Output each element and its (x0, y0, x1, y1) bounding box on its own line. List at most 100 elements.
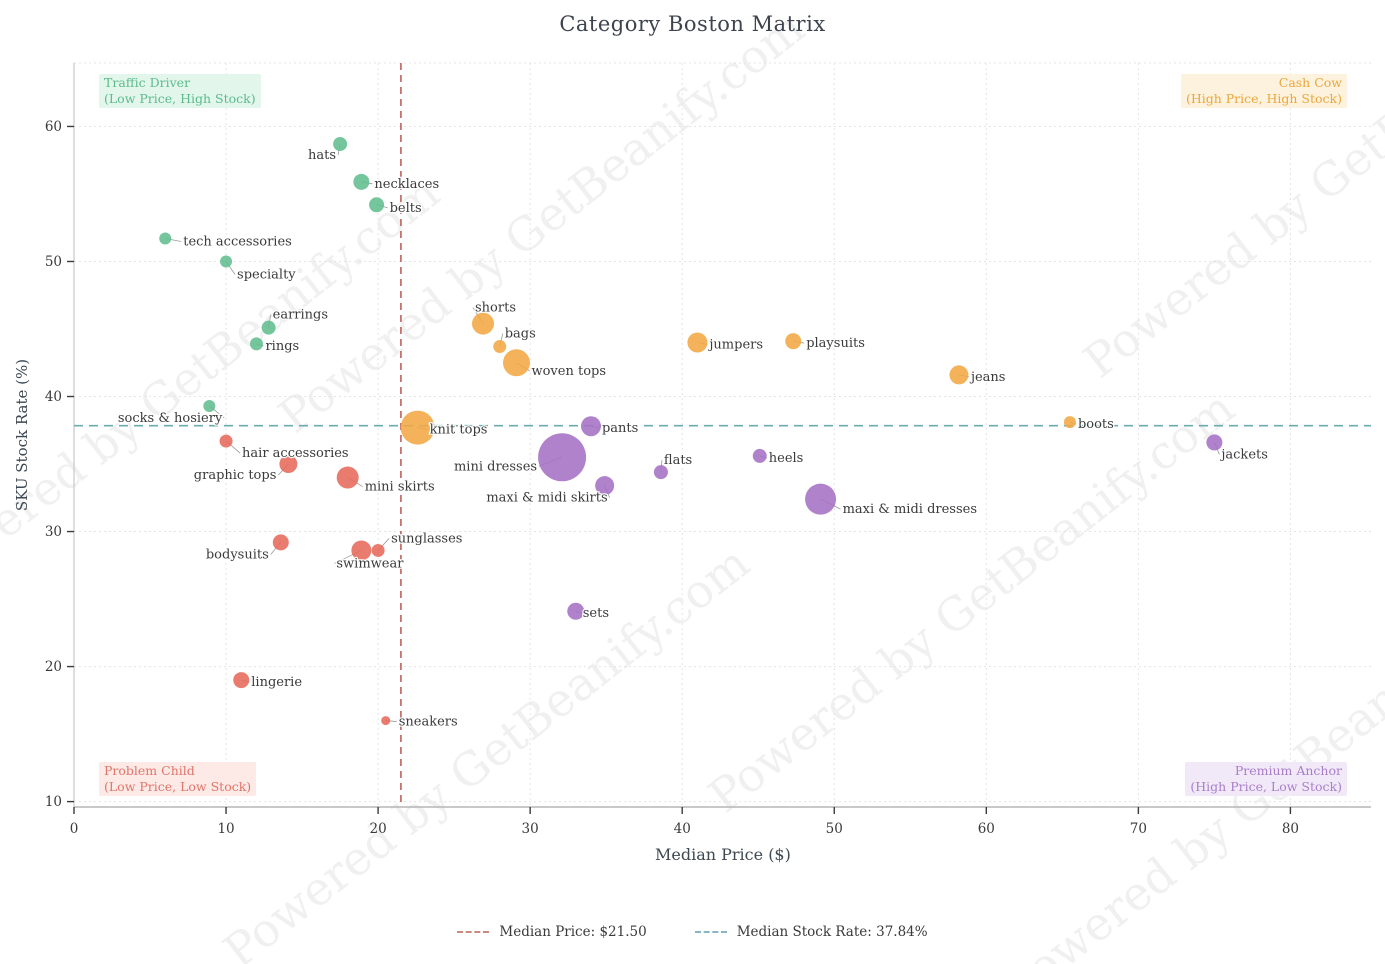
bubble-tech-accessories (159, 232, 172, 245)
bubble-label-necklaces: necklaces (374, 177, 439, 192)
quadrant-label-premium-anchor: Premium Anchor (High Price, Low Stock) (1185, 762, 1347, 796)
bubble-label-socks-and-hosiery: socks & hosiery (118, 411, 223, 426)
y-tick-label: 30 (45, 524, 62, 540)
bubble-label-boots: boots (1078, 417, 1114, 432)
bubble-rings (249, 337, 263, 351)
y-tick-label: 60 (45, 119, 62, 135)
bubble-label-jackets: jackets (1219, 447, 1268, 462)
bubble-socks-and-hosiery (203, 399, 216, 412)
legend-label-median-price: Median Price: $21.50 (499, 924, 647, 940)
bubble-label-specialty: specialty (237, 267, 296, 282)
legend-item-median-price: Median Price: $21.50 (457, 924, 647, 940)
bubble-hats (333, 137, 348, 152)
bubble-belts (369, 197, 385, 213)
bubble-label-lingerie: lingerie (251, 675, 302, 690)
bubble-label-sneakers: sneakers (399, 715, 458, 730)
bubble-shorts (472, 312, 495, 335)
quadrant-label-traffic-driver: Traffic Driver (Low Price, High Stock) (99, 74, 261, 108)
bubble-boots (1063, 416, 1076, 429)
bubble-label-maxi-and-midi-dresses: maxi & midi dresses (843, 502, 977, 517)
x-tick-label: 20 (370, 821, 387, 837)
bubble-jackets (1206, 434, 1223, 451)
bubble-label-hats: hats (308, 148, 336, 163)
y-tick-label: 20 (45, 659, 62, 675)
bubble-earrings (261, 320, 276, 335)
quadrant-title: Traffic Driver (104, 75, 191, 90)
bubble-label-hair-accessories: hair accessories (242, 446, 349, 461)
quadrant-subtitle: (Low Price, High Stock) (104, 91, 256, 106)
x-tick-label: 80 (1282, 821, 1299, 837)
bubble-playsuits (785, 333, 802, 350)
y-tick-label: 50 (45, 254, 62, 270)
bubble-label-sets: sets (583, 606, 609, 621)
bubble-label-heels: heels (769, 451, 804, 466)
quadrant-title: Cash Cow (1278, 75, 1342, 90)
bubble-maxi-and-midi-skirts (595, 476, 615, 496)
y-tick-label: 40 (45, 389, 62, 405)
quadrant-subtitle: (High Price, Low Stock) (1190, 779, 1342, 794)
bubble-label-mini-skirts: mini skirts (365, 480, 435, 495)
bubble-label-jeans: jeans (969, 370, 1006, 385)
bubble-label-jumpers: jumpers (707, 338, 763, 353)
x-tick-label: 30 (522, 821, 539, 837)
bubble-label-graphic-tops: graphic tops (194, 468, 277, 483)
y-tick-label: 10 (45, 794, 62, 810)
bubble-pants (580, 416, 601, 437)
bubble-label-bags: bags (505, 327, 536, 342)
bubble-label-flats: flats (664, 453, 692, 468)
bubble-label-belts: belts (390, 201, 422, 216)
quadrant-subtitle: (Low Price, Low Stock) (104, 779, 252, 794)
bubble-necklaces (353, 173, 370, 190)
y-axis-title: SKU Stock Rate (%) (13, 358, 31, 512)
legend: Median Price: $21.50 Median Stock Rate: … (0, 924, 1385, 940)
x-tick-label: 0 (70, 821, 79, 837)
bubble-bags (493, 340, 507, 354)
x-axis-title: Median Price ($) (655, 845, 791, 864)
bubble-knit-tops (400, 410, 435, 445)
bubble-sunglasses (371, 543, 385, 557)
x-tick-label: 10 (217, 821, 234, 837)
bubble-swimwear (351, 540, 372, 561)
x-tick-label: 60 (978, 821, 995, 837)
bubble-label-swimwear: swimwear (336, 556, 404, 571)
median-price-dash-icon (457, 931, 490, 933)
bubble-label-rings: rings (265, 339, 299, 354)
bubble-graphic-tops (279, 455, 298, 474)
bubble-label-sunglasses: sunglasses (391, 531, 462, 546)
bubble-label-pants: pants (602, 421, 638, 436)
bubble-hair-accessories (219, 434, 233, 448)
legend-label-median-stock-rate: Median Stock Rate: 37.84% (736, 924, 928, 940)
quadrant-label-problem-child: Problem Child (Low Price, Low Stock) (99, 762, 257, 796)
x-tick-label: 70 (1130, 821, 1147, 837)
bubble-sneakers (381, 716, 391, 726)
bubble-label-woven-tops: woven tops (531, 364, 606, 379)
bubble-maxi-and-midi-dresses (805, 483, 837, 515)
bubble-sets (567, 602, 585, 620)
bubble-jumpers (687, 332, 708, 353)
bubble-label-mini-dresses: mini dresses (454, 459, 537, 474)
quadrant-title: Problem Child (104, 763, 195, 778)
quadrant-subtitle: (High Price, High Stock) (1185, 91, 1342, 106)
x-tick-label: 40 (674, 821, 691, 837)
bubble-label-maxi-and-midi-skirts: maxi & midi skirts (486, 491, 607, 506)
bubble-woven-tops (502, 349, 530, 377)
bubble-label-bodysuits: bodysuits (206, 547, 269, 562)
bubble-label-tech-accessories: tech accessories (183, 235, 292, 250)
bubble-bodysuits (272, 534, 289, 551)
median-stock-rate-dash-icon (694, 931, 727, 933)
bubble-mini-skirts (336, 466, 359, 489)
bubble-label-earrings: earrings (273, 308, 328, 323)
bubble-heels (752, 448, 767, 463)
bubble-label-shorts: shorts (475, 301, 516, 316)
bubble-flats (653, 465, 668, 480)
bubble-jeans (949, 365, 969, 385)
quadrant-label-cash-cow: Cash Cow (High Price, High Stock) (1180, 74, 1347, 108)
bubble-label-playsuits: playsuits (806, 336, 865, 351)
quadrant-title: Premium Anchor (1234, 763, 1342, 778)
x-tick-label: 50 (826, 821, 843, 837)
bubble-label-knit-tops: knit tops (430, 423, 488, 438)
legend-item-median-stock-rate: Median Stock Rate: 37.84% (694, 924, 928, 940)
bubble-mini-dresses (538, 433, 587, 482)
